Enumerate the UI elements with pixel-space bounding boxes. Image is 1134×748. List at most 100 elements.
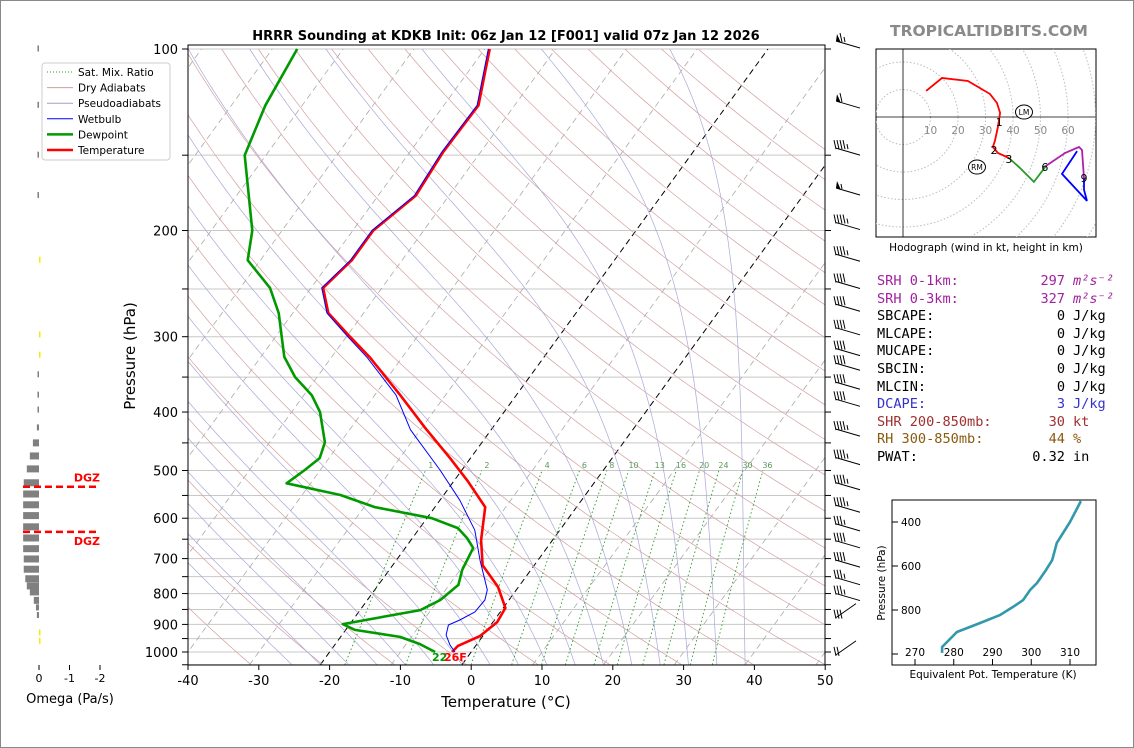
barb-half: [846, 250, 849, 256]
pseudoadiabat-line: [188, 315, 491, 665]
barb-full: [839, 532, 843, 542]
barb-staff: [835, 603, 857, 619]
barb-full: [836, 569, 840, 579]
wind-barb: [833, 374, 861, 390]
theta-e-y-tick-label: 800: [901, 605, 921, 617]
hodograph-ring-label: 10: [924, 125, 937, 137]
wind-barb: [833, 214, 861, 231]
omega-bar: [37, 391, 39, 398]
barb-full: [836, 246, 840, 256]
surface-dewpoint-label: 22: [432, 651, 447, 664]
wind-barb: [833, 296, 861, 312]
stat-value: 3: [1056, 396, 1065, 413]
barb-full: [833, 421, 837, 431]
omega-bar: [23, 534, 39, 542]
barb-full: [839, 585, 843, 595]
dry-adiabat-line: [441, 48, 825, 372]
y-axis-label: Pressure (hPa): [121, 302, 139, 410]
wind-barb: [833, 474, 861, 491]
barb-full: [833, 646, 837, 656]
y-tick-label: 500: [153, 464, 178, 479]
stat-row: MLCIN: 0 J/kg: [877, 379, 1114, 397]
legend-label: Sat. Mix. Ratio: [78, 67, 154, 79]
barb-half: [846, 218, 849, 224]
wind-barb: [833, 391, 861, 407]
hodograph-height-label: 9: [1080, 172, 1087, 185]
barb-full: [839, 374, 843, 384]
barb-full: [839, 515, 843, 525]
barb-full: [842, 273, 846, 283]
hodograph-trace: [1045, 145, 1085, 179]
barb-staff: [835, 523, 861, 532]
barb-full: [839, 449, 843, 459]
stat-label: SRH 0-1km:: [877, 273, 959, 289]
surface-temperature-label: 26F: [444, 651, 467, 664]
omega-bar: [37, 151, 39, 158]
barb-full: [836, 609, 840, 619]
dry-adiabat-line: [188, 53, 825, 626]
barb-staff: [835, 147, 861, 156]
x-tick-label: -10: [390, 674, 411, 689]
barb-staff: [835, 253, 861, 262]
omega-bar: [25, 575, 39, 583]
theta-e-x-tick-label: 280: [944, 647, 964, 659]
barb-full: [836, 421, 840, 431]
key-isotherm-line: [319, 48, 769, 665]
omega-bar: [23, 512, 39, 520]
hodograph-height-label: 1: [996, 116, 1003, 129]
theta-e-x-tick-label: 270: [905, 647, 925, 659]
omega-bar: [39, 351, 41, 358]
legend-label: Dry Adiabats: [78, 83, 146, 95]
omega-bar: [37, 45, 39, 52]
omega-bar: [23, 490, 39, 498]
omega-bar: [32, 439, 39, 447]
temperature-line: [321, 48, 507, 653]
barb-full: [839, 474, 843, 484]
omega-bar: [33, 596, 39, 604]
stat-label: SHR 200-850mb:: [877, 413, 992, 430]
stat-label: MUCAPE:: [877, 343, 935, 360]
theta-e-y-tick-label: 600: [901, 561, 921, 573]
barb-full: [842, 391, 846, 401]
dry-adiabat-line: [294, 48, 825, 512]
dry-adiabat-line: [188, 479, 395, 665]
chart-title: HRRR Sounding at KDKB Init: 06z Jan 12 […: [252, 29, 759, 44]
barb-full: [839, 273, 843, 283]
pseudoadiabat-line: [188, 400, 434, 665]
dry-adiabat-line: [188, 356, 539, 665]
stat-value: 327: [1040, 290, 1065, 307]
barb-half: [843, 519, 846, 525]
x-tick-label: 50: [817, 674, 834, 689]
barb-half: [846, 501, 849, 507]
barb-full: [833, 585, 837, 595]
barb-full: [842, 497, 846, 507]
dry-adiabat-line: [188, 295, 611, 665]
pseudoadiabat-line: [188, 264, 519, 665]
barb-full: [833, 609, 837, 619]
skewt-profiles: [243, 48, 507, 654]
barb-full: [842, 214, 846, 224]
omega-tick-label: 0: [36, 672, 43, 685]
x-tick-label: 20: [605, 674, 622, 689]
storm-motion-marker: [967, 159, 986, 175]
wind-barb: [835, 92, 861, 109]
hodograph-plot: 10 20 30 40 50 60 1 23 6 9 LM RM: [876, 49, 1096, 237]
barb-pennant: [836, 94, 841, 104]
dewpoint-line: [243, 48, 475, 654]
barb-full: [842, 551, 846, 562]
wind-barb: [833, 585, 861, 602]
theta-e-x-tick-label: 300: [1021, 647, 1041, 659]
barb-full: [836, 497, 840, 507]
stat-label: SRH 0-3km:: [877, 290, 959, 307]
y-tick-label: 400: [153, 406, 178, 421]
stat-row: PWAT: 0.32 in: [877, 449, 1114, 467]
barb-staff: [835, 327, 861, 336]
barb-staff: [835, 428, 861, 437]
y-tick-label: 700: [153, 553, 178, 568]
omega-bar: [35, 604, 39, 611]
hodograph-caption: Hodograph (wind in kt, height in km): [889, 242, 1083, 254]
stat-label: MLCIN:: [877, 378, 927, 395]
stat-row: SBCAPE: 0 J/kg: [877, 308, 1114, 326]
barb-full: [833, 273, 837, 283]
pseudoadiabat-line: [188, 205, 548, 665]
